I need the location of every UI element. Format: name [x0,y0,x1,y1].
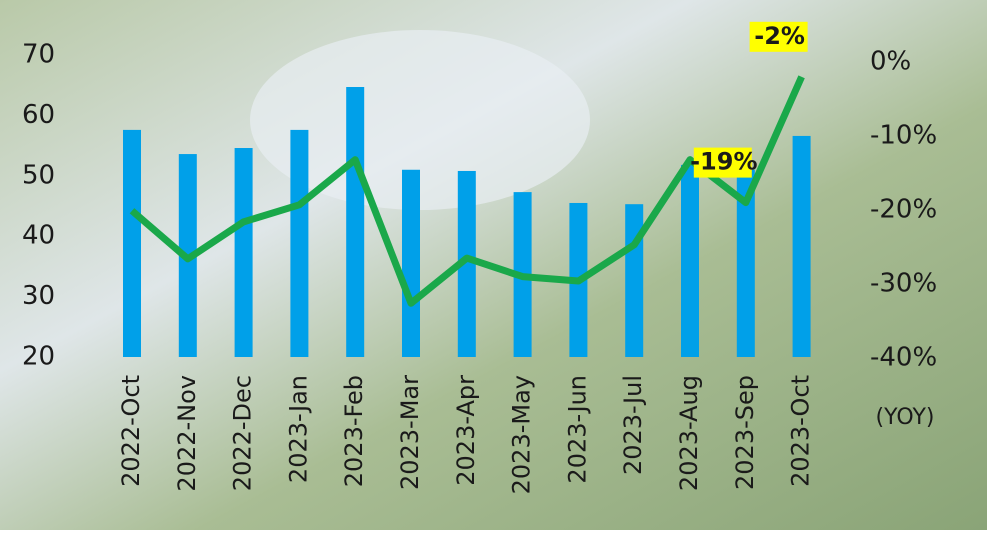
y-tick-label: 30 [22,281,55,311]
x-tick-label: 2023-Aug [675,375,703,491]
y2-tick-label: -20% [870,195,937,225]
data-label-group: -19% [690,147,758,178]
data-label-bg [749,21,808,52]
sky [250,30,590,210]
x-tick-label: 2023-Feb [340,375,368,487]
x-tick-label: 2022-Nov [173,375,201,492]
x-tick-label: 2023-Jan [284,375,312,483]
x-tick-label: 2023-May [508,375,536,494]
data-label-group: -2% [749,21,808,52]
bar [625,204,644,357]
bar [123,129,141,357]
line [129,75,805,307]
y2-axis-label: (YOY) [876,405,935,430]
y2-tick-label: -10% [870,121,937,151]
x-tick-label: 2023-Oct [787,375,815,487]
y-tick-label: 60 [22,100,55,130]
y-tick-label: 40 [22,221,55,251]
bar [736,169,755,357]
x-tick-label: 2023-Apr [452,375,480,486]
bar [234,148,253,357]
bar [457,170,476,357]
x-tick-label: 2023-Sep [731,375,759,490]
y2-tick-label: 0% [870,47,911,77]
y2-tick-label: -30% [870,269,937,299]
y2-tick-label: -40% [870,343,937,373]
data-label: -19% [690,148,757,176]
data-label-bg [693,147,752,178]
x-tick-label: 2023-Jul [619,375,647,475]
bar [681,164,699,357]
x-tick-label: 2022-Dec [229,375,257,491]
x-tick-label: 2023-Mar [396,375,424,490]
y-tick-label: 20 [22,342,55,372]
bar [290,129,309,357]
bar [346,87,365,358]
x-tick-label: 2022-Oct [117,375,145,487]
x-tick-label: 2023-Jun [563,375,591,484]
y-tick-label: 70 [22,40,55,70]
data-label: -2% [754,22,805,50]
bar [402,169,420,357]
y-tick-label: 50 [22,160,55,190]
bar [792,135,811,357]
